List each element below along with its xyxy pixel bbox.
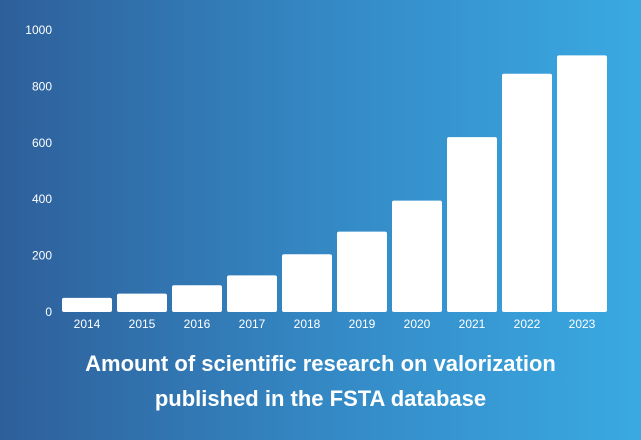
bars: [62, 55, 607, 313]
x-tick-label: 2015: [129, 317, 156, 331]
bar-2016: [172, 285, 222, 312]
y-tick-label: 0: [45, 305, 52, 319]
y-axis-ticks: 0 200 400 600 800 1000: [25, 23, 52, 319]
x-tick-label: 2023: [569, 317, 596, 331]
y-tick-label: 200: [32, 249, 52, 263]
bar-2020: [392, 200, 442, 312]
chart-title: Amount of scientific research on valoriz…: [0, 346, 641, 416]
bar-2021: [447, 137, 497, 312]
x-tick-label: 2020: [404, 317, 431, 331]
y-tick-label: 600: [32, 136, 52, 150]
bar-2023: [557, 55, 607, 312]
bar-2018: [282, 254, 332, 312]
x-tick-label: 2017: [239, 317, 266, 331]
x-axis-ticks: 2014 2015 2016 2017 2018 2019 2020 2021 2022 2023: [74, 317, 596, 331]
chart-title-line-2: published in the FSTA database: [154, 386, 487, 411]
bar-2019: [337, 231, 387, 312]
chart-title-line-1: Amount of scientific research on valoriz…: [85, 351, 556, 376]
bar-2022: [502, 73, 552, 313]
y-tick-label: 400: [32, 192, 52, 206]
x-tick-label: 2016: [184, 317, 211, 331]
bar-2015: [117, 293, 167, 312]
x-tick-label: 2014: [74, 317, 101, 331]
y-tick-label: 800: [32, 79, 52, 93]
x-tick-label: 2021: [459, 317, 486, 331]
bar-2017: [227, 275, 277, 312]
x-tick-label: 2019: [349, 317, 376, 331]
x-tick-label: 2018: [294, 317, 321, 331]
y-tick-label: 1000: [25, 23, 52, 37]
bar-2014: [62, 297, 112, 312]
x-tick-label: 2022: [514, 317, 541, 331]
